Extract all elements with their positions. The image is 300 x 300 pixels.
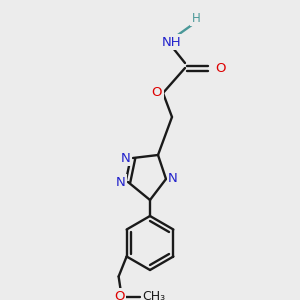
Text: O: O bbox=[114, 290, 125, 300]
Text: N: N bbox=[121, 152, 131, 164]
Text: O: O bbox=[215, 61, 225, 74]
Text: N: N bbox=[168, 172, 178, 185]
Text: NH: NH bbox=[162, 35, 182, 49]
Text: H: H bbox=[192, 11, 200, 25]
Text: O: O bbox=[152, 86, 162, 100]
Text: N: N bbox=[116, 176, 126, 188]
Text: CH₃: CH₃ bbox=[142, 290, 165, 300]
